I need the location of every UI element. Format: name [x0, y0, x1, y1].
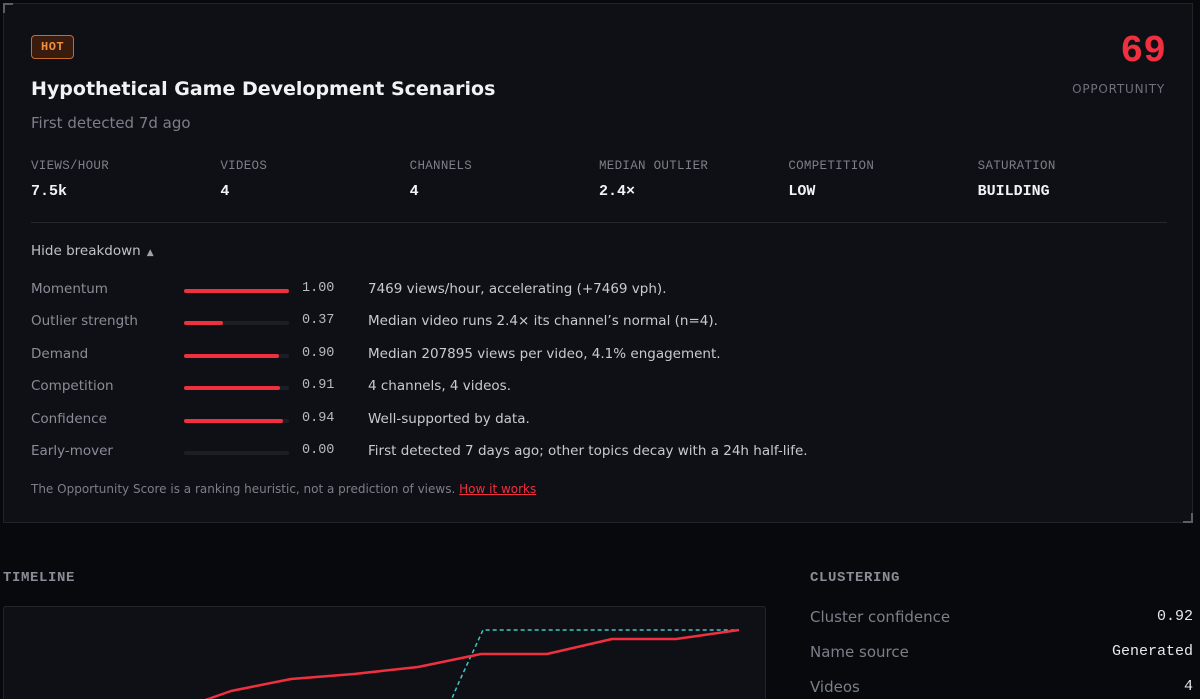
score-bar	[184, 450, 289, 455]
clustering-label: Name source	[810, 643, 909, 661]
breakdown-value: 1.00	[302, 281, 335, 296]
score-bar	[184, 321, 289, 326]
disclaimer-text: The Opportunity Score is a ranking heuri…	[31, 482, 456, 496]
score-bar	[184, 418, 289, 423]
clustering-heading: CLUSTERING	[810, 570, 901, 586]
topic-card: HOT Hypothetical Game Development Scenar…	[3, 3, 1193, 523]
score-bar	[184, 386, 289, 391]
hide-breakdown-toggle[interactable]: Hide breakdown ▲	[31, 243, 154, 259]
breakdown-label: Competition	[31, 378, 114, 395]
breakdown-label: Early-mover	[31, 442, 113, 459]
score-bar	[184, 353, 289, 358]
breakdown-row-early-mover: Early-mover 0.00 First detected 7 days a…	[31, 436, 1171, 468]
status-badge: HOT	[31, 35, 75, 59]
how-it-works-link[interactable]: How it works	[459, 482, 537, 496]
breakdown-explanation: 4 channels, 4 videos.	[368, 378, 511, 395]
breakdown-value: 0.37	[302, 313, 335, 329]
score-bar-fill	[184, 353, 279, 358]
score-bar-fill	[184, 289, 289, 293]
timeline-chart	[3, 606, 766, 699]
stat-saturation: SATURATION BUILDING	[978, 159, 1167, 200]
breakdown-value: 0.91	[302, 378, 335, 394]
stat-label: VIDEOS	[220, 159, 268, 173]
breakdown-label: Momentum	[31, 281, 108, 297]
card-corner-top-left	[3, 3, 13, 13]
stat-value: LOW	[788, 183, 816, 200]
stat-channels: CHANNELS 4	[410, 159, 599, 200]
score-bar-fill	[184, 321, 223, 326]
stat-videos: VIDEOS 4	[220, 159, 409, 200]
breakdown-value: 0.90	[302, 345, 335, 361]
breakdown-explanation: Median video runs 2.4× its channel’s nor…	[368, 313, 718, 330]
breakdown-label: Outlier strength	[31, 313, 138, 330]
toggle-label: Hide breakdown	[31, 243, 141, 259]
timeline-plot	[204, 628, 740, 699]
stat-label: MEDIAN OUTLIER	[598, 159, 709, 173]
breakdown-row-confidence: Confidence 0.94 Well-supported by data.	[31, 404, 1171, 436]
stat-competition: COMPETITION LOW	[788, 159, 977, 200]
stat-value: 2.4×	[598, 183, 635, 200]
clustering-value: 0.92	[1156, 608, 1193, 625]
stat-value: BUILDING	[977, 183, 1050, 200]
breakdown-row-demand: Demand 0.90 Median 207895 views per vide…	[31, 339, 1171, 371]
stat-label: SATURATION	[977, 159, 1056, 173]
stat-value: 4	[409, 183, 419, 200]
topic-title: Hypothetical Game Development Scenarios	[31, 78, 496, 100]
stat-value: 4	[220, 183, 230, 200]
clustering-row-videos: Videos 4	[810, 678, 1193, 699]
breakdown-value: 0.00	[302, 442, 335, 458]
score-bar-fill	[184, 386, 280, 391]
stats-row: VIEWS/HOUR 7.5k VIDEOS 4 CHANNELS 4 MEDI…	[31, 159, 1167, 200]
score-disclaimer: The Opportunity Score is a ranking heuri…	[31, 482, 536, 496]
breakdown-label: Demand	[31, 345, 89, 362]
breakdown-value: 0.94	[302, 410, 335, 426]
opportunity-score: 69	[1120, 30, 1166, 73]
secondary-series-line	[450, 629, 739, 699]
breakdown-explanation: Well-supported by data.	[368, 410, 530, 427]
stat-value: 7.5k	[31, 183, 68, 200]
breakdown-explanation: First detected 7 days ago; other topics …	[368, 442, 808, 459]
stat-median-outlier: MEDIAN OUTLIER 2.4×	[599, 159, 788, 200]
breakdown-explanation: Median 207895 views per video, 4.1% enga…	[368, 345, 721, 362]
breakdown-row-momentum: Momentum 1.00 7469 views/hour, accelerat…	[31, 274, 1171, 306]
clustering-row-name-source: Name source Generated	[810, 643, 1193, 665]
opportunity-score-label: OPPORTUNITY	[1072, 82, 1165, 96]
stat-label: VIEWS/HOUR	[31, 159, 110, 173]
clustering-row-confidence: Cluster confidence 0.92	[810, 608, 1193, 630]
primary-series-line	[204, 628, 740, 699]
breakdown-row-outlier-strength: Outlier strength 0.37 Median video runs …	[31, 306, 1171, 338]
breakdown-explanation: 7469 views/hour, accelerating (+7469 vph…	[368, 281, 667, 297]
clustering-value: Generated	[1111, 643, 1193, 660]
breakdown-row-competition: Competition 0.91 4 channels, 4 videos.	[31, 371, 1171, 403]
timeline-heading: TIMELINE	[3, 570, 76, 586]
clustering-label: Cluster confidence	[810, 608, 951, 626]
divider	[31, 222, 1167, 223]
stat-label: CHANNELS	[409, 159, 473, 173]
breakdown-list: Momentum 1.00 7469 views/hour, accelerat…	[31, 274, 1171, 468]
stat-views-per-hour: VIEWS/HOUR 7.5k	[31, 159, 220, 200]
score-bar-fill	[184, 418, 283, 423]
first-detected-text: First detected 7d ago	[31, 114, 191, 132]
clustering-value: 4	[1183, 678, 1193, 695]
score-bar	[184, 289, 289, 293]
clustering-label: Videos	[810, 678, 860, 696]
stat-label: COMPETITION	[788, 159, 875, 173]
card-corner-bottom-right[interactable]	[1183, 513, 1193, 523]
breakdown-label: Confidence	[31, 410, 107, 427]
caret-up-icon: ▲	[146, 248, 154, 258]
